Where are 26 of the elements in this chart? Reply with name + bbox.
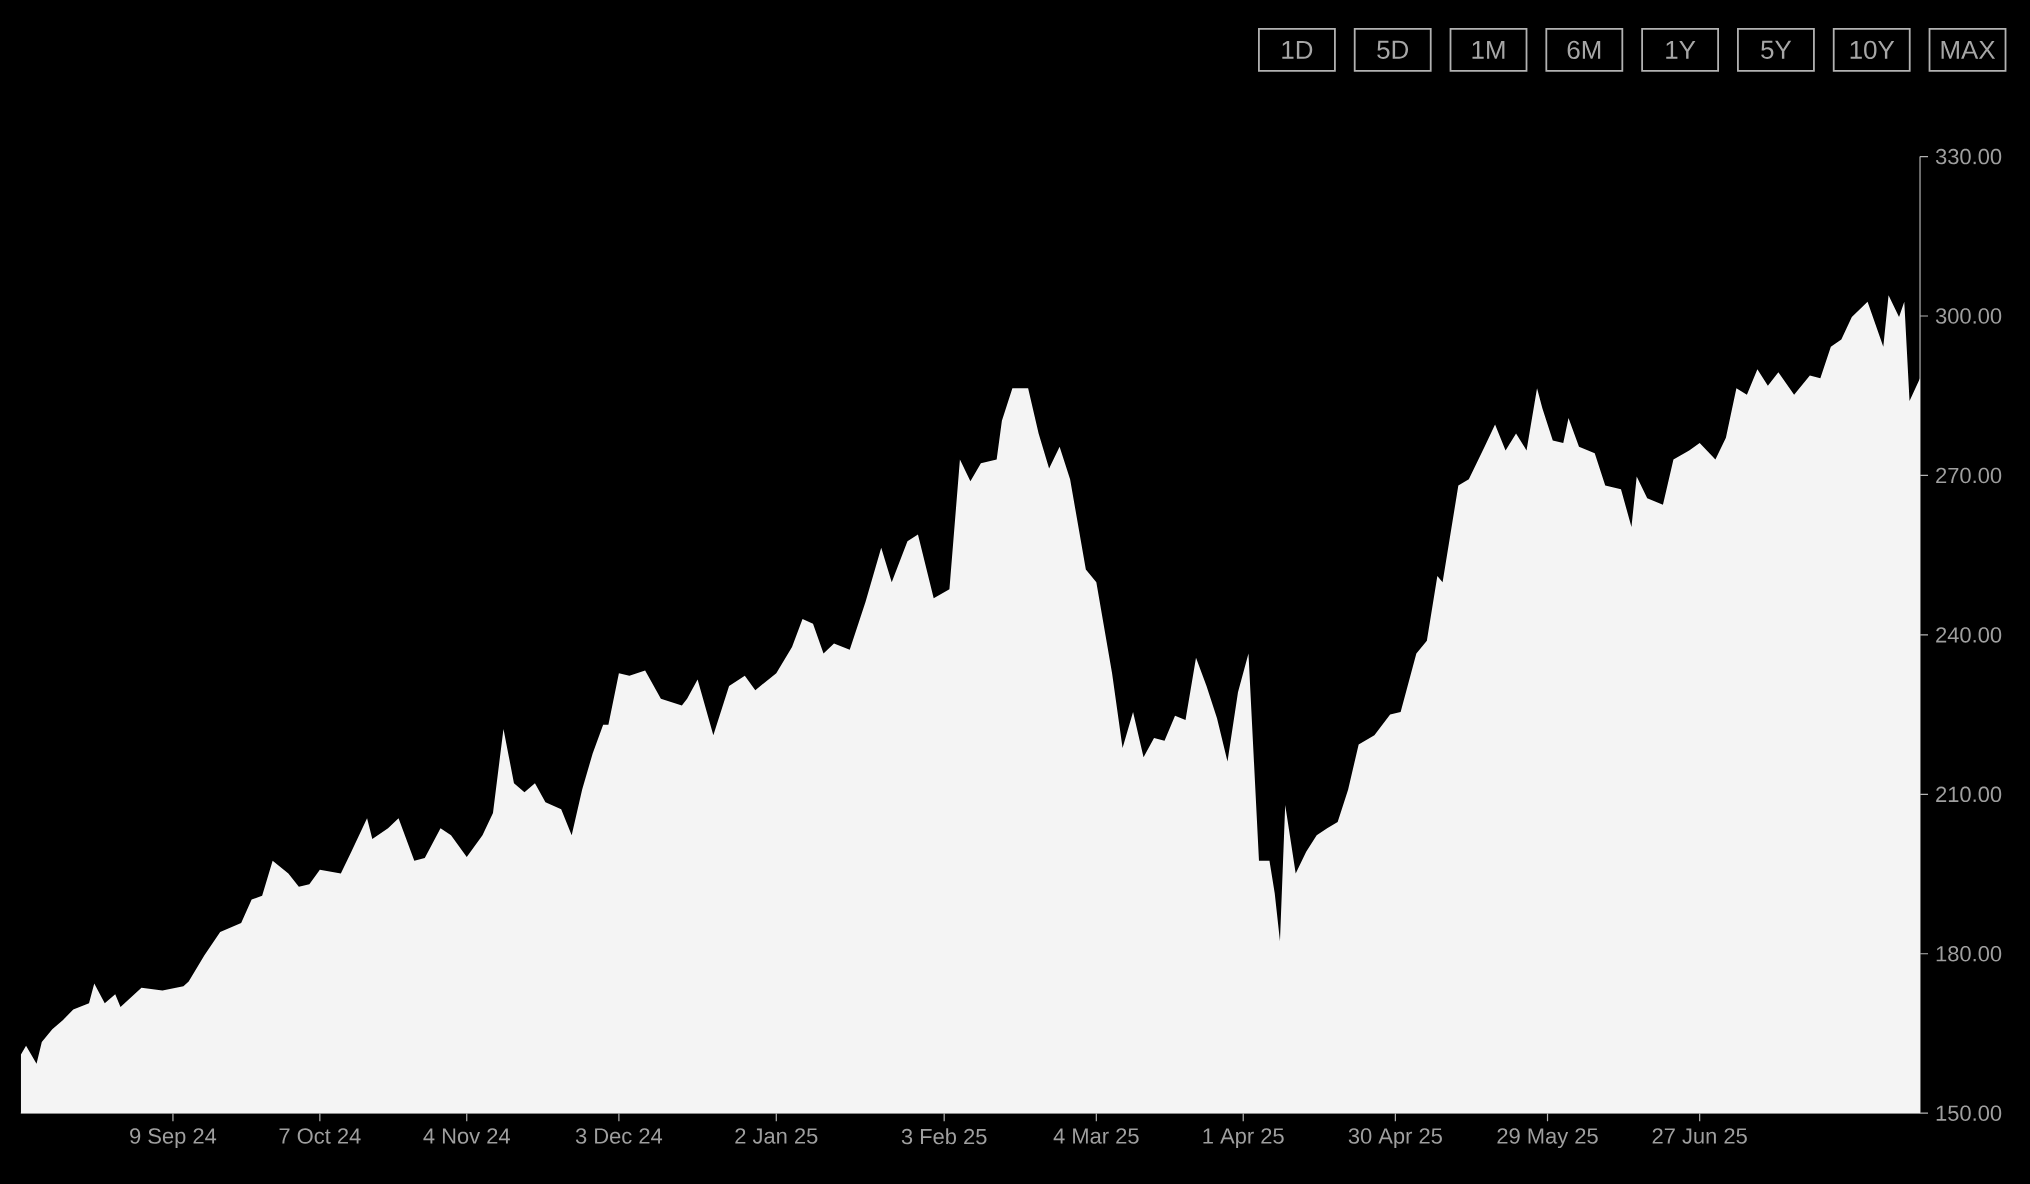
- x-tick-label: 7 Oct 24: [279, 1128, 361, 1144]
- x-tick-label: 4 Nov 24: [423, 1128, 510, 1144]
- y-tick-label: 240.00: [1936, 627, 2002, 643]
- x-tick-label: 1 Apr 25: [1203, 1128, 1284, 1149]
- x-tick-label: 29 May 25: [1497, 1128, 1598, 1149]
- text: 1Y: [1666, 40, 1696, 59]
- text: MAX: [1941, 40, 1996, 59]
- x-tick-label: 30 Apr 25: [1348, 1128, 1442, 1149]
- x-tick-label: 3 Feb 25: [901, 1128, 987, 1145]
- x-tick-label: 27 Jun 25: [1652, 1128, 1747, 1144]
- x-tick-label: 9 Sep 24: [130, 1128, 217, 1149]
- text: 5D: [1377, 40, 1409, 59]
- y-tick-label: 300.00: [1935, 308, 2002, 324]
- text: 1M: [1472, 40, 1505, 59]
- text: 10Y: [1850, 40, 1895, 60]
- y-tick-label: 210.00: [1936, 786, 2002, 803]
- text: 5Y: [1761, 40, 1792, 59]
- text: 1D: [1282, 40, 1313, 59]
- x-tick-label: 3 Dec 24: [575, 1128, 663, 1144]
- y-tick-label: 270.00: [1936, 467, 2002, 484]
- x-tick-label: 2 Jan 25: [735, 1128, 818, 1144]
- x-tick-label: 4 Mar 25: [1053, 1128, 1139, 1144]
- y-tick-label: 150.00: [1936, 1105, 2002, 1121]
- text: 6M: [1567, 40, 1601, 60]
- y-tick-label: 330.00: [1935, 148, 2002, 165]
- y-tick-label: 180.00: [1936, 946, 2002, 962]
